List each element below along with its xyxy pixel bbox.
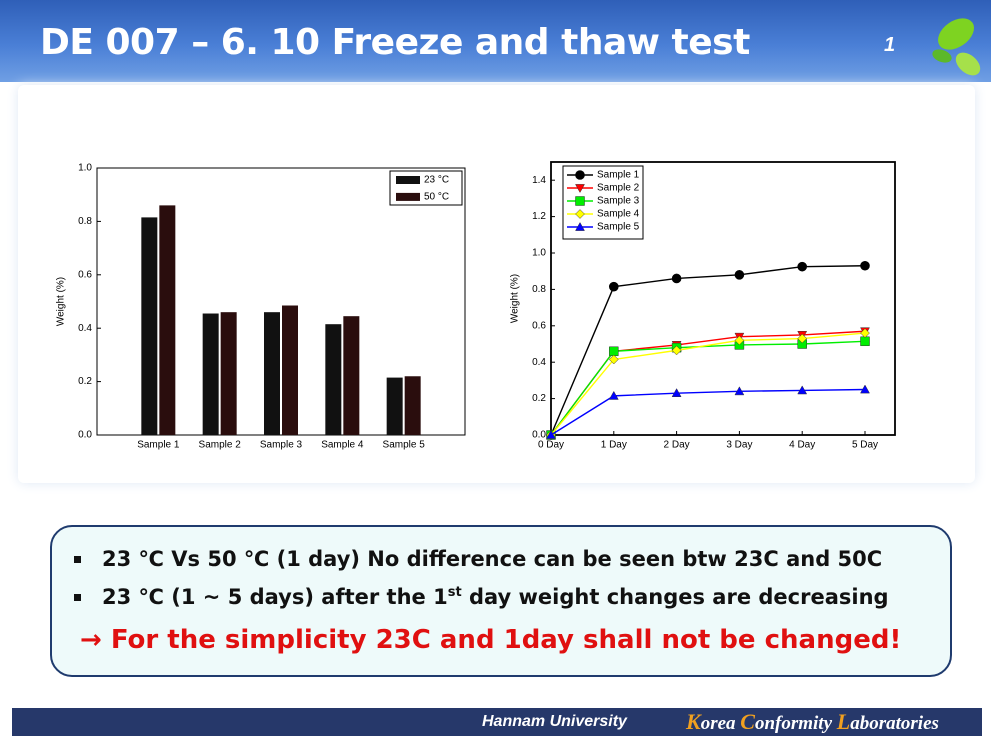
marker (671, 273, 682, 284)
x-tick-label: 0 Day (538, 440, 564, 451)
slide-title: DE 007 – 6. 10 Freeze and thaw test (40, 22, 750, 63)
bar (202, 313, 219, 435)
marker (797, 385, 808, 395)
x-tick-label: Sample 1 (137, 440, 180, 451)
legend-label: Sample 3 (597, 196, 640, 207)
y-tick-label: 0.0 (532, 430, 546, 441)
bullet-text: day weight changes are decreasing (461, 585, 889, 609)
legend-label: Sample 4 (597, 209, 640, 220)
y-tick-label: 0.4 (78, 323, 92, 334)
bar (141, 217, 158, 435)
marker (797, 333, 808, 344)
marker (609, 346, 619, 357)
bar (404, 376, 421, 435)
marker (860, 336, 870, 347)
conclusion: → For the simplicity 23C and 1day shall … (80, 625, 902, 655)
marker (608, 354, 619, 365)
marker (575, 184, 585, 194)
lab-initial: L (836, 709, 851, 734)
legend-label: Sample 1 (597, 170, 640, 181)
y-tick-label: 1.0 (532, 248, 546, 259)
superscript: st (447, 585, 462, 600)
legend-swatch (396, 176, 420, 184)
marker (608, 281, 619, 292)
marker (608, 390, 619, 400)
y-tick-label: 1.0 (78, 163, 92, 174)
header-band: DE 007 – 6. 10 Freeze and thaw test 1 (0, 0, 991, 82)
bullet-text: 23 ℃ (1 ~ 5 days) after the 1 (102, 585, 448, 609)
x-tick-label: Sample 3 (260, 440, 303, 451)
y-tick-label: 0.8 (78, 216, 92, 227)
bar (325, 324, 342, 435)
footer: Hannam University Korea Conformity Labor… (12, 708, 982, 736)
marker (734, 386, 745, 396)
series-line (550, 388, 866, 436)
x-tick-label: 5 Day (852, 440, 878, 451)
notes-box: 23 ℃ Vs 50 ℃ (1 day) No difference can b… (50, 525, 952, 677)
x-tick-label: 1 Day (601, 440, 627, 451)
x-tick-label: Sample 5 (383, 440, 426, 451)
marker (546, 429, 556, 439)
bar (264, 312, 280, 435)
series-line (550, 265, 866, 436)
page-number: 1 (884, 34, 896, 56)
y-tick-label: 0.0 (78, 430, 92, 441)
lab-name: Korea Conformity Laboratories (686, 709, 939, 735)
lab-word: onformity (754, 713, 837, 734)
bar (343, 316, 360, 435)
bar (386, 377, 403, 435)
x-tick-label: Sample 4 (321, 440, 364, 451)
marker (860, 260, 870, 271)
lab-initial: K (686, 709, 701, 734)
y-tick-label: 0.6 (532, 320, 546, 331)
marker (575, 221, 585, 231)
bullet: 23 ℃ (1 ~ 5 days) after the 1st day weig… (74, 585, 889, 609)
series-line (550, 340, 866, 436)
y-tick-label: 0.8 (532, 284, 546, 295)
lab-word: orea (700, 713, 741, 734)
marker (575, 209, 585, 219)
y-tick-label: 1.2 (532, 211, 546, 222)
x-tick-label: 2 Day (664, 440, 690, 451)
bullet: 23 ℃ Vs 50 ℃ (1 day) No difference can b… (74, 547, 882, 571)
marker (575, 170, 585, 180)
marker (734, 270, 745, 280)
university: Hannam University (482, 713, 627, 730)
x-tick-label: 3 Day (726, 440, 752, 451)
marker (671, 388, 682, 397)
series-line (550, 332, 866, 436)
bar (159, 205, 176, 435)
x-tick-label: Sample 2 (199, 440, 242, 451)
y-tick-label: 0.6 (78, 269, 92, 280)
y-axis-label: Weight (%) (510, 274, 521, 323)
y-tick-label: 1.4 (532, 175, 546, 186)
leaf-icon (932, 18, 981, 76)
marker (797, 261, 808, 272)
charts: 0.0 0.2 0.4 0.6 0.8 1.0 Weight (%) Sample 1 Samp… (56, 161, 896, 451)
legend-label: Sample 5 (597, 222, 640, 233)
legend-label: 23 °C (424, 175, 449, 186)
marker (671, 345, 682, 356)
marker (860, 328, 870, 338)
legend-swatch (396, 192, 420, 201)
y-tick-label: 0.2 (532, 393, 546, 404)
legend-label: Sample 2 (597, 183, 640, 194)
marker (860, 384, 870, 394)
y-axis-label: Weight (%) (56, 277, 67, 326)
bar (282, 305, 298, 435)
legend-label: 50 °C (424, 192, 449, 203)
y-tick-label: 0.4 (532, 357, 546, 368)
bar (220, 312, 237, 435)
y-tick-label: 0.2 (78, 376, 92, 387)
plot-frame (96, 167, 466, 436)
lab-word: aboratories (850, 713, 939, 734)
x-tick-label: 4 Day (789, 440, 815, 451)
bullet-text: 23 ℃ Vs 50 ℃ (1 day) No difference can b… (102, 547, 883, 571)
marker (734, 335, 745, 346)
lab-initial: C (740, 709, 755, 734)
marker (575, 196, 585, 206)
